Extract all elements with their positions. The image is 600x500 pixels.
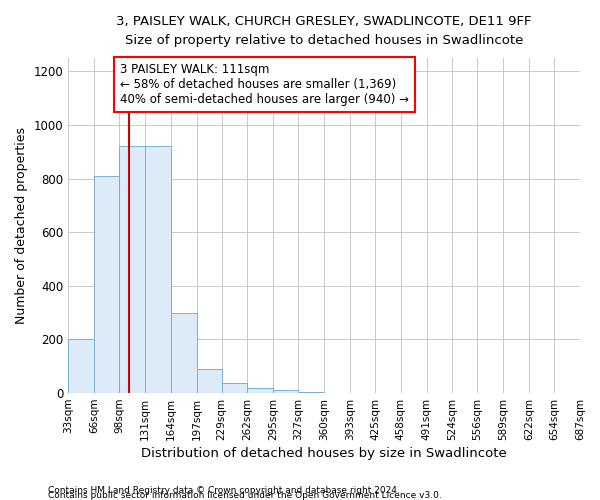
Bar <box>247 388 273 393</box>
Bar <box>298 392 324 393</box>
Text: 3 PAISLEY WALK: 111sqm
← 58% of detached houses are smaller (1,369)
40% of semi-: 3 PAISLEY WALK: 111sqm ← 58% of detached… <box>120 64 409 106</box>
Title: 3, PAISLEY WALK, CHURCH GRESLEY, SWADLINCOTE, DE11 9FF
Size of property relative: 3, PAISLEY WALK, CHURCH GRESLEY, SWADLIN… <box>116 15 532 47</box>
Bar <box>324 392 350 393</box>
Bar <box>68 340 94 393</box>
Bar <box>221 383 247 393</box>
Bar <box>273 390 298 393</box>
Bar <box>170 312 197 393</box>
Bar <box>145 146 170 393</box>
Text: Contains public sector information licensed under the Open Government Licence v3: Contains public sector information licen… <box>48 490 442 500</box>
Bar <box>197 369 221 393</box>
Y-axis label: Number of detached properties: Number of detached properties <box>15 127 28 324</box>
X-axis label: Distribution of detached houses by size in Swadlincote: Distribution of detached houses by size … <box>141 447 507 460</box>
Bar <box>119 146 145 393</box>
Text: Contains HM Land Registry data © Crown copyright and database right 2024.: Contains HM Land Registry data © Crown c… <box>48 486 400 495</box>
Bar <box>94 176 119 393</box>
